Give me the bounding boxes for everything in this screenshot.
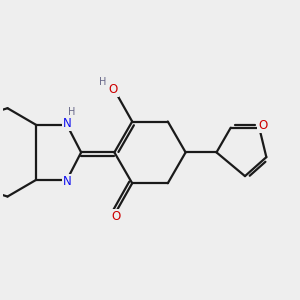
Text: H: H xyxy=(99,76,106,87)
Text: O: O xyxy=(258,119,268,132)
Text: O: O xyxy=(109,83,118,96)
Text: O: O xyxy=(111,210,120,223)
Text: N: N xyxy=(62,117,71,130)
Text: N: N xyxy=(62,175,71,188)
Text: H: H xyxy=(68,106,75,116)
